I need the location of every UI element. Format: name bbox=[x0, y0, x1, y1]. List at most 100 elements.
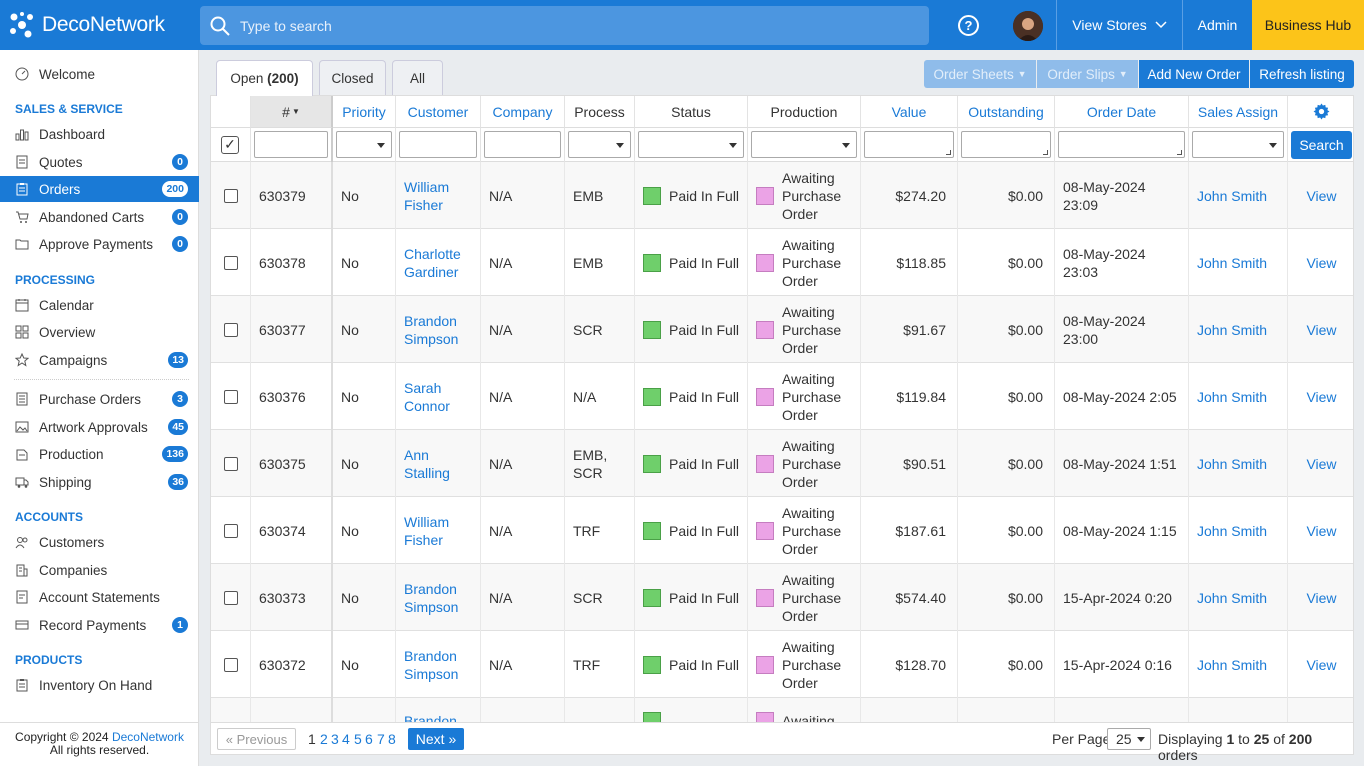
page-3[interactable]: 3 bbox=[331, 731, 339, 747]
sidebar-item-quotes[interactable]: Quotes 0 bbox=[0, 149, 199, 175]
column-header-priority[interactable]: Priority bbox=[333, 96, 396, 128]
filter-sales-assign-select[interactable] bbox=[1192, 131, 1284, 158]
filter-production-select[interactable] bbox=[751, 131, 857, 158]
sidebar-item-overview[interactable]: Overview bbox=[0, 319, 199, 345]
filter-outstanding-input[interactable] bbox=[961, 131, 1051, 158]
customer-link[interactable]: Sarah Connor bbox=[404, 379, 450, 414]
table-row[interactable]: 630372 No Brandon Simpson N/A TRF Paid I… bbox=[211, 631, 1353, 698]
sidebar-item-record-payments[interactable]: Record Payments 1 bbox=[0, 612, 199, 638]
tab-closed[interactable]: Closed bbox=[319, 60, 386, 95]
page-7[interactable]: 7 bbox=[377, 731, 385, 747]
sidebar-item-shipping[interactable]: Shipping 36 bbox=[0, 469, 199, 495]
column-header-company[interactable]: Company bbox=[481, 96, 565, 128]
view-link[interactable]: View bbox=[1306, 254, 1337, 271]
view-link[interactable]: View bbox=[1306, 522, 1337, 539]
customer-link[interactable]: Charlotte Gardiner bbox=[404, 245, 461, 280]
search-button[interactable]: Search bbox=[1291, 131, 1352, 159]
business-hub-link[interactable]: Business Hub bbox=[1252, 0, 1364, 50]
next-button[interactable]: Next » bbox=[408, 728, 464, 750]
view-link[interactable]: View bbox=[1306, 455, 1337, 472]
sales-assign-link[interactable]: John Smith bbox=[1197, 187, 1268, 204]
tab-open[interactable]: Open (200) bbox=[216, 60, 313, 96]
sidebar-item-calendar[interactable]: Calendar bbox=[0, 292, 199, 318]
row-checkbox[interactable] bbox=[223, 389, 238, 404]
sales-assign-link[interactable]: John Smith bbox=[1197, 388, 1268, 405]
table-row[interactable]: Brandon Awaiting bbox=[211, 698, 1353, 723]
sales-assign-link[interactable]: John Smith bbox=[1197, 522, 1268, 539]
view-link[interactable]: View bbox=[1306, 187, 1337, 204]
sidebar-item-campaigns[interactable]: Campaigns 13 bbox=[0, 347, 199, 373]
sidebar-item-customers[interactable]: Customers bbox=[0, 529, 199, 555]
sidebar-item-production[interactable]: Production 136 bbox=[0, 441, 199, 467]
view-link[interactable]: View bbox=[1306, 589, 1337, 606]
column-header-order-date[interactable]: Order Date bbox=[1055, 96, 1189, 128]
avatar[interactable] bbox=[1013, 11, 1043, 41]
column-header-customer[interactable]: Customer bbox=[396, 96, 481, 128]
table-row[interactable]: 630375 No Ann Stalling N/A EMB, SCR Paid… bbox=[211, 430, 1353, 497]
page-4[interactable]: 4 bbox=[342, 731, 350, 747]
page-6[interactable]: 6 bbox=[365, 731, 373, 747]
filter-customer-input[interactable] bbox=[399, 131, 477, 158]
customer-link[interactable]: Ann Stalling bbox=[404, 446, 450, 481]
sidebar-item-artwork-approvals[interactable]: Artwork Approvals 45 bbox=[0, 414, 199, 440]
column-header-sales-assign[interactable]: Sales Assign bbox=[1189, 96, 1288, 128]
filter-priority-select[interactable] bbox=[336, 131, 392, 158]
row-checkbox[interactable] bbox=[223, 255, 238, 270]
filter-process-select[interactable] bbox=[568, 131, 631, 158]
help-icon[interactable]: ? bbox=[958, 15, 979, 36]
copyright-link[interactable]: DecoNetwork bbox=[111, 730, 184, 744]
sidebar-item-inventory[interactable]: Inventory On Hand bbox=[0, 672, 199, 698]
table-row[interactable]: 630378 No Charlotte Gardiner N/A EMB Pai… bbox=[211, 229, 1353, 296]
view-link[interactable]: View bbox=[1306, 388, 1337, 405]
sidebar-item-dashboard[interactable]: Dashboard bbox=[0, 121, 199, 147]
search-input[interactable] bbox=[240, 17, 840, 34]
customer-link[interactable]: Brandon bbox=[404, 713, 457, 723]
customer-link[interactable]: William Fisher bbox=[404, 178, 450, 213]
page-8[interactable]: 8 bbox=[388, 731, 396, 747]
row-checkbox[interactable] bbox=[223, 322, 238, 337]
sidebar-item-companies[interactable]: Companies bbox=[0, 557, 199, 583]
table-row[interactable]: 630373 No Brandon Simpson N/A SCR Paid I… bbox=[211, 564, 1353, 631]
sidebar-item-orders[interactable]: Orders 200 bbox=[0, 176, 199, 202]
row-checkbox[interactable] bbox=[223, 590, 238, 605]
page-5[interactable]: 5 bbox=[354, 731, 362, 747]
filter-value-input[interactable] bbox=[864, 131, 954, 158]
tab-all[interactable]: All bbox=[392, 60, 443, 95]
view-link[interactable]: View bbox=[1306, 321, 1337, 338]
settings-column-header[interactable] bbox=[1288, 96, 1353, 128]
sidebar-item-welcome[interactable]: Welcome bbox=[0, 61, 199, 87]
table-row[interactable]: 630379 No William Fisher N/A EMB Paid In… bbox=[211, 162, 1353, 229]
sales-assign-link[interactable]: John Smith bbox=[1197, 254, 1268, 271]
filter-number-input[interactable] bbox=[254, 131, 328, 158]
view-stores-dropdown[interactable]: View Stores bbox=[1056, 0, 1182, 50]
view-link[interactable]: View bbox=[1306, 656, 1337, 673]
column-header-number[interactable]: # ▼ bbox=[251, 96, 333, 128]
customer-link[interactable]: William Fisher bbox=[404, 513, 450, 548]
customer-link[interactable]: Brandon Simpson bbox=[404, 647, 459, 682]
column-header-value[interactable]: Value bbox=[861, 96, 958, 128]
sidebar-item-approve-payments[interactable]: Approve Payments 0 bbox=[0, 231, 199, 257]
row-checkbox[interactable] bbox=[223, 523, 238, 538]
per-page-select[interactable]: 25 bbox=[1107, 728, 1151, 750]
table-row[interactable]: 630377 No Brandon Simpson N/A SCR Paid I… bbox=[211, 296, 1353, 363]
row-checkbox[interactable] bbox=[223, 188, 238, 203]
table-row[interactable]: 630376 No Sarah Connor N/A N/A Paid In F… bbox=[211, 363, 1353, 430]
sales-assign-link[interactable]: John Smith bbox=[1197, 656, 1268, 673]
sidebar-item-abandoned-carts[interactable]: Abandoned Carts 0 bbox=[0, 204, 199, 230]
admin-link[interactable]: Admin bbox=[1182, 0, 1252, 50]
column-header-outstanding[interactable]: Outstanding bbox=[958, 96, 1055, 128]
customer-link[interactable]: Brandon Simpson bbox=[404, 580, 459, 615]
refresh-listing-button[interactable]: Refresh listing bbox=[1250, 60, 1354, 88]
order-sheets-button[interactable]: Order Sheets ▼ bbox=[924, 60, 1036, 88]
previous-button[interactable]: « Previous bbox=[217, 728, 296, 750]
filter-status-select[interactable] bbox=[638, 131, 744, 158]
sales-assign-link[interactable]: John Smith bbox=[1197, 455, 1268, 472]
logo[interactable]: DecoNetwork bbox=[8, 10, 165, 40]
table-row[interactable]: 630374 No William Fisher N/A TRF Paid In… bbox=[211, 497, 1353, 564]
filter-company-input[interactable] bbox=[484, 131, 561, 158]
add-new-order-button[interactable]: Add New Order bbox=[1139, 60, 1249, 88]
page-2[interactable]: 2 bbox=[320, 731, 328, 747]
sidebar-item-purchase-orders[interactable]: Purchase Orders 3 bbox=[0, 386, 199, 412]
row-checkbox[interactable] bbox=[223, 456, 238, 471]
select-all-checkbox[interactable]: ✓ bbox=[221, 136, 239, 154]
